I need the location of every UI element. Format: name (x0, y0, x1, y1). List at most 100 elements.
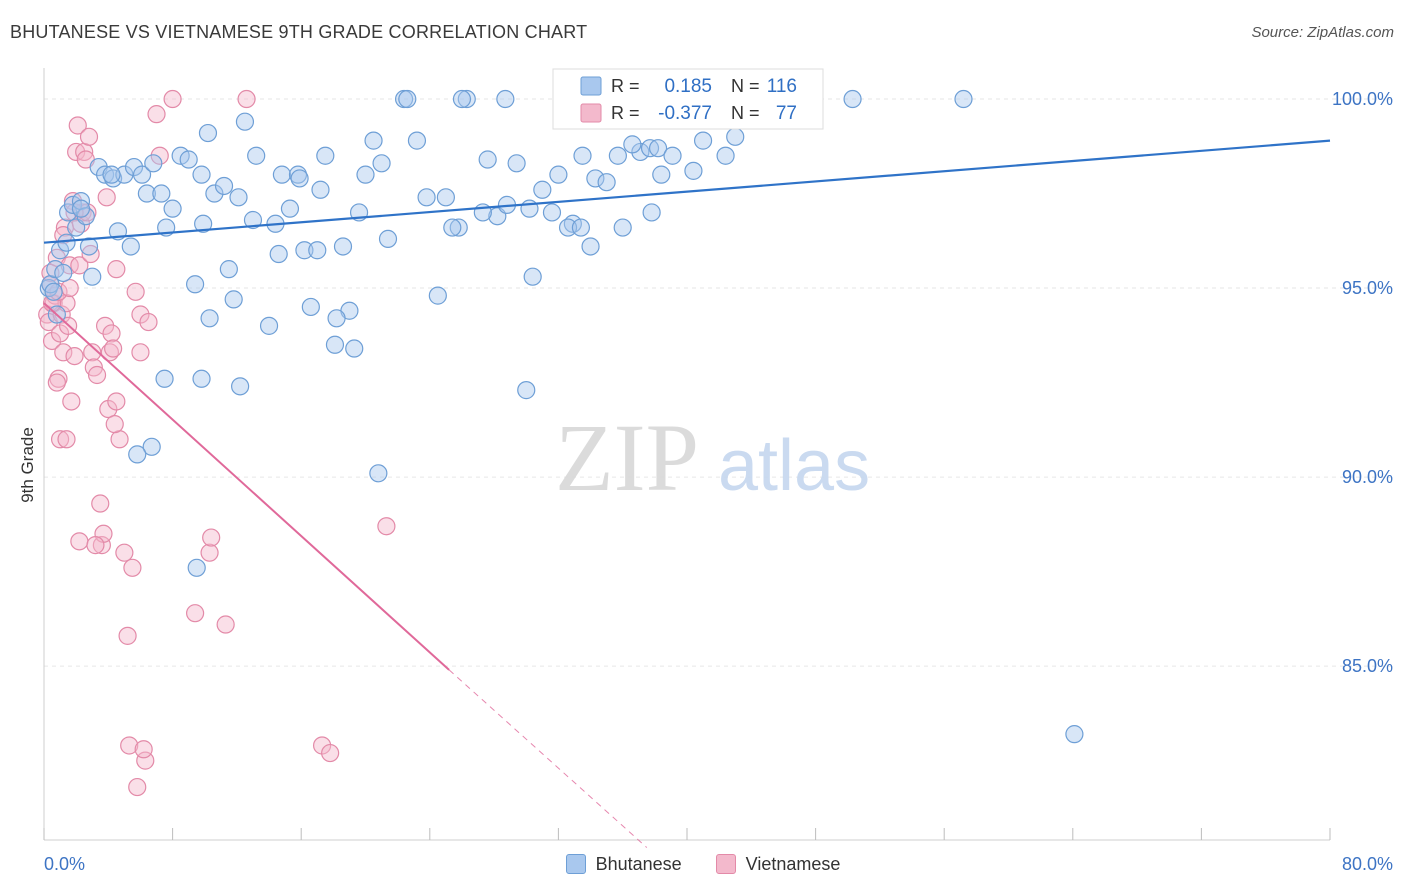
bhutanese-point (457, 89, 476, 109)
bhutanese-point (571, 218, 591, 237)
vietnamese-point (86, 536, 105, 555)
bhutanese-point (843, 89, 862, 109)
bhutanese-point (581, 237, 600, 256)
stats-n-label-1: N = (731, 76, 760, 96)
vietnamese-point (47, 373, 66, 392)
vietnamese-point (120, 736, 139, 755)
vietnamese-trend-extension (448, 669, 648, 848)
bhutanese-point (716, 146, 735, 165)
vietnamese-point (92, 536, 111, 555)
vietnamese-point (150, 146, 169, 165)
legend-label-vietnamese: Vietnamese (745, 853, 841, 874)
vietnamese-point (131, 343, 150, 362)
vietnamese-point (139, 312, 158, 332)
vietnamese-point (54, 343, 73, 362)
bhutanese-point (327, 309, 346, 328)
bhutanese-point (684, 161, 703, 180)
vietnamese-point (62, 392, 81, 411)
chart-title: BHUTANESE VS VIETNAMESE 9TH GRADE CORREL… (10, 22, 588, 42)
vietnamese-point (79, 127, 99, 146)
legend-swatch-bhutanese (565, 854, 586, 874)
bhutanese-point (144, 154, 163, 173)
stats-n-value-1: 116 (767, 76, 797, 97)
y-tick-labels: 85.0% 90.0% 95.0% 100.0% (1332, 89, 1393, 676)
bhutanese-point (194, 214, 213, 233)
bhutanese-point (71, 199, 91, 218)
bhutanese-point (102, 165, 121, 184)
stats-r-label-1: R = (611, 76, 640, 96)
trend-lines (43, 139, 1331, 848)
vietnamese-point (126, 282, 145, 301)
stats-swatch-bhutanese (580, 76, 602, 96)
vietnamese-point (105, 415, 124, 434)
bhutanese-point (356, 165, 375, 184)
watermark-zip: ZIP (555, 404, 699, 511)
bhutanese-point (308, 241, 327, 260)
bhutanese-point (325, 335, 345, 354)
stats-swatch-vietnamese (580, 103, 602, 123)
bhutanese-point (954, 89, 973, 109)
x-tick-label-max: 80.0% (1342, 854, 1393, 874)
stats-r-value-2: -0.377 (658, 103, 712, 124)
bhutanese-point (137, 184, 156, 203)
source-credit: Source: ZipAtlas.com (1251, 24, 1394, 41)
vietnamese-point (200, 543, 219, 562)
vietnamese-point (202, 528, 221, 547)
vietnamese-point (68, 116, 87, 135)
bhutanese-point (269, 244, 288, 264)
vietnamese-point (136, 751, 155, 770)
bhutanese-point (198, 123, 218, 143)
bhutanese-point (128, 445, 147, 464)
bhutanese-point (507, 154, 526, 173)
bhutanese-point (372, 154, 391, 173)
vietnamese-point (70, 256, 89, 275)
vietnamese-trend-line (43, 302, 450, 671)
bhutanese-point (231, 377, 250, 396)
vietnamese-point (83, 343, 102, 362)
axes (43, 68, 1331, 841)
bhutanese-point (224, 290, 243, 309)
bhutanese-point (229, 188, 248, 207)
legend-swatch-vietnamese (715, 854, 736, 874)
y-tick-label: 90.0% (1342, 467, 1393, 487)
bhutanese-point (549, 165, 568, 184)
bhutanese-point (558, 218, 578, 237)
bhutanese-point (726, 127, 745, 146)
x-tick-label-min: 0.0% (44, 854, 85, 874)
vietnamese-point (87, 365, 107, 385)
stats-n-value-2: 77 (776, 103, 797, 124)
bhutanese-point (533, 180, 552, 199)
vietnamese-point (147, 105, 166, 124)
bhutanese-point (449, 218, 468, 237)
bhutanese-point (428, 286, 447, 305)
bhutanese-point (187, 558, 206, 577)
vietnamese-point (97, 188, 116, 207)
vietnamese-point (60, 278, 79, 298)
vietnamese-point (216, 615, 235, 634)
bhutanese-point (259, 316, 279, 335)
stats-n-label-2: N = (731, 103, 760, 123)
legend-item-bhutanese[interactable]: Bhutanese (565, 854, 682, 875)
vietnamese-point (104, 339, 123, 358)
vietnamese-point (81, 244, 100, 264)
legend-item-vietnamese[interactable]: Vietnamese (715, 853, 841, 875)
bhutanese-point (407, 131, 427, 150)
bhutanese-point (542, 203, 562, 222)
vietnamese-point (65, 346, 84, 366)
bhutanese-point (663, 146, 682, 165)
vietnamese-point (102, 324, 121, 343)
stats-r-label-2: R = (611, 103, 640, 123)
bhutanese-point (290, 169, 309, 188)
bhutanese-points (39, 89, 1084, 744)
bhutanese-point (398, 89, 417, 109)
bhutanese-point (642, 203, 661, 222)
bhutanese-point (573, 146, 592, 165)
vietnamese-point (107, 260, 126, 279)
bhutanese-point (163, 199, 182, 218)
bhutanese-point (142, 437, 161, 456)
x-tick-labels: 0.0% 80.0% (44, 854, 1393, 874)
y-axis-label: 9th Grade (18, 427, 37, 503)
bhutanese-point (155, 369, 174, 388)
bhutanese-point (333, 237, 353, 256)
y-tick-label: 95.0% (1342, 278, 1393, 298)
